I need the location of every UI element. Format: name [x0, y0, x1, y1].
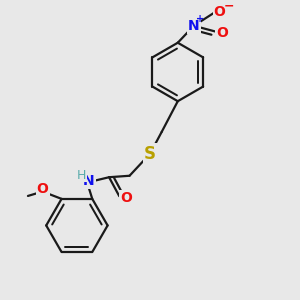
Text: O: O [216, 26, 228, 40]
Text: H: H [76, 169, 86, 182]
Text: O: O [214, 5, 226, 19]
Text: O: O [120, 191, 132, 205]
Text: S: S [144, 145, 156, 163]
Text: −: − [224, 0, 234, 13]
Text: N: N [188, 19, 200, 33]
Text: +: + [196, 14, 204, 24]
Text: O: O [37, 182, 49, 196]
Text: N: N [83, 174, 94, 188]
